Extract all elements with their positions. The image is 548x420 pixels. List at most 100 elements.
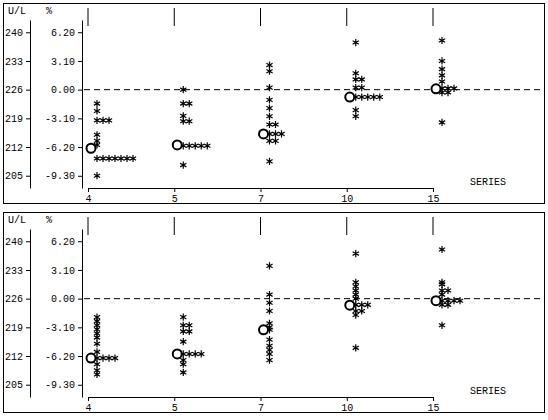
x-tick: 5 bbox=[172, 397, 178, 414]
y-tick-label: 212 bbox=[5, 143, 23, 154]
data-point bbox=[278, 130, 284, 137]
data-point bbox=[439, 37, 445, 44]
x-tick-mark bbox=[261, 397, 262, 401]
y-tick-label: 219 bbox=[5, 323, 23, 334]
data-point bbox=[180, 328, 186, 335]
x-axis: 4571015 bbox=[85, 397, 439, 414]
data-point bbox=[266, 350, 272, 357]
data-point bbox=[94, 340, 100, 347]
data-point bbox=[186, 322, 192, 329]
data-point bbox=[353, 113, 359, 120]
data-point bbox=[266, 262, 272, 269]
data-point bbox=[439, 246, 445, 253]
data-point bbox=[180, 322, 186, 329]
y2-tick-label: 3.10 bbox=[51, 266, 75, 277]
data-point bbox=[94, 100, 100, 107]
y2-tick: -3.10 bbox=[45, 323, 82, 334]
y2-axis-title: % bbox=[46, 215, 52, 226]
x-tick-label: 7 bbox=[258, 194, 264, 205]
data-point bbox=[451, 297, 457, 304]
y2-axis: -9.30-6.20-3.100.003.106.20 bbox=[45, 21, 83, 189]
data-point bbox=[359, 301, 365, 308]
data-point bbox=[94, 371, 100, 378]
y2-tick-label: -9.30 bbox=[45, 171, 75, 182]
data-point bbox=[94, 107, 100, 114]
y2-tick-mark bbox=[78, 241, 82, 242]
y2-tick-label: 6.20 bbox=[51, 237, 75, 248]
y-tick: 205 bbox=[5, 171, 30, 182]
y-axis-line bbox=[30, 230, 31, 398]
data-point bbox=[353, 76, 359, 83]
x-tick: 10 bbox=[341, 188, 353, 205]
y-tick-mark bbox=[26, 270, 30, 271]
data-point bbox=[106, 117, 112, 124]
data-point bbox=[353, 107, 359, 114]
data-point bbox=[180, 369, 186, 376]
y-tick: 233 bbox=[5, 266, 30, 277]
data-point bbox=[94, 155, 100, 162]
panel: 205212219226233240-9.30-6.20-3.100.003.1… bbox=[4, 4, 545, 206]
y-tick-label: 233 bbox=[5, 266, 23, 277]
mean-point bbox=[345, 93, 354, 102]
data-point bbox=[365, 301, 371, 308]
data-point bbox=[100, 354, 106, 361]
y-tick: 219 bbox=[5, 114, 30, 125]
y2-tick-label: -3.10 bbox=[45, 114, 75, 125]
data-point bbox=[439, 66, 445, 73]
data-point bbox=[272, 130, 278, 137]
data-point bbox=[359, 76, 365, 83]
data-point bbox=[186, 118, 192, 125]
data-point bbox=[451, 85, 457, 92]
y-tick: 240 bbox=[5, 237, 30, 248]
data-point bbox=[180, 118, 186, 125]
data-point bbox=[359, 93, 365, 100]
y2-tick: -6.20 bbox=[45, 143, 82, 154]
data-point bbox=[266, 113, 272, 120]
data-point bbox=[124, 155, 130, 162]
data-point bbox=[180, 338, 186, 345]
y-tick: 205 bbox=[5, 380, 30, 391]
data-point bbox=[353, 250, 359, 257]
data-point bbox=[266, 137, 272, 144]
x-tick-label: 10 bbox=[341, 194, 353, 205]
data-point bbox=[94, 334, 100, 341]
data-point bbox=[353, 311, 359, 318]
y-tick-label: 212 bbox=[5, 352, 23, 363]
data-point bbox=[180, 86, 186, 93]
category-top-line bbox=[174, 8, 175, 26]
mean-point bbox=[259, 325, 268, 334]
data-point bbox=[130, 155, 136, 162]
y-axis-title: U/L bbox=[8, 215, 26, 226]
mean-point bbox=[259, 129, 268, 138]
y2-tick-label: -6.20 bbox=[45, 352, 75, 363]
data-point bbox=[439, 72, 445, 79]
panel-frame bbox=[4, 4, 545, 204]
y2-tick-mark bbox=[78, 385, 82, 386]
y-tick-mark bbox=[26, 176, 30, 177]
x-tick: 10 bbox=[341, 397, 353, 414]
y2-tick-mark bbox=[78, 90, 82, 91]
y2-tick: -9.30 bbox=[45, 380, 82, 391]
y2-tick: 6.20 bbox=[51, 237, 82, 248]
mean-point bbox=[345, 301, 354, 310]
data-point bbox=[186, 142, 192, 149]
x-tick-mark bbox=[88, 188, 89, 192]
x-tick-mark bbox=[433, 397, 434, 401]
data-point bbox=[359, 307, 365, 314]
y-tick-label: 219 bbox=[5, 114, 23, 125]
data-point bbox=[266, 158, 272, 165]
y-tick: 219 bbox=[5, 323, 30, 334]
x-tick-label: 4 bbox=[85, 403, 91, 414]
y-axis-title: U/L bbox=[8, 6, 26, 17]
x-tick-mark bbox=[261, 188, 262, 192]
y-tick: 226 bbox=[5, 85, 30, 96]
data-point bbox=[192, 142, 198, 149]
data-point bbox=[266, 68, 272, 75]
data-point bbox=[439, 57, 445, 64]
data-point bbox=[180, 161, 186, 168]
y-axis: 205212219226233240 bbox=[5, 21, 31, 189]
data-point bbox=[353, 295, 359, 302]
y2-tick: -9.30 bbox=[45, 171, 82, 182]
y-tick-label: 240 bbox=[5, 28, 23, 39]
y2-tick-label: -3.10 bbox=[45, 323, 75, 334]
